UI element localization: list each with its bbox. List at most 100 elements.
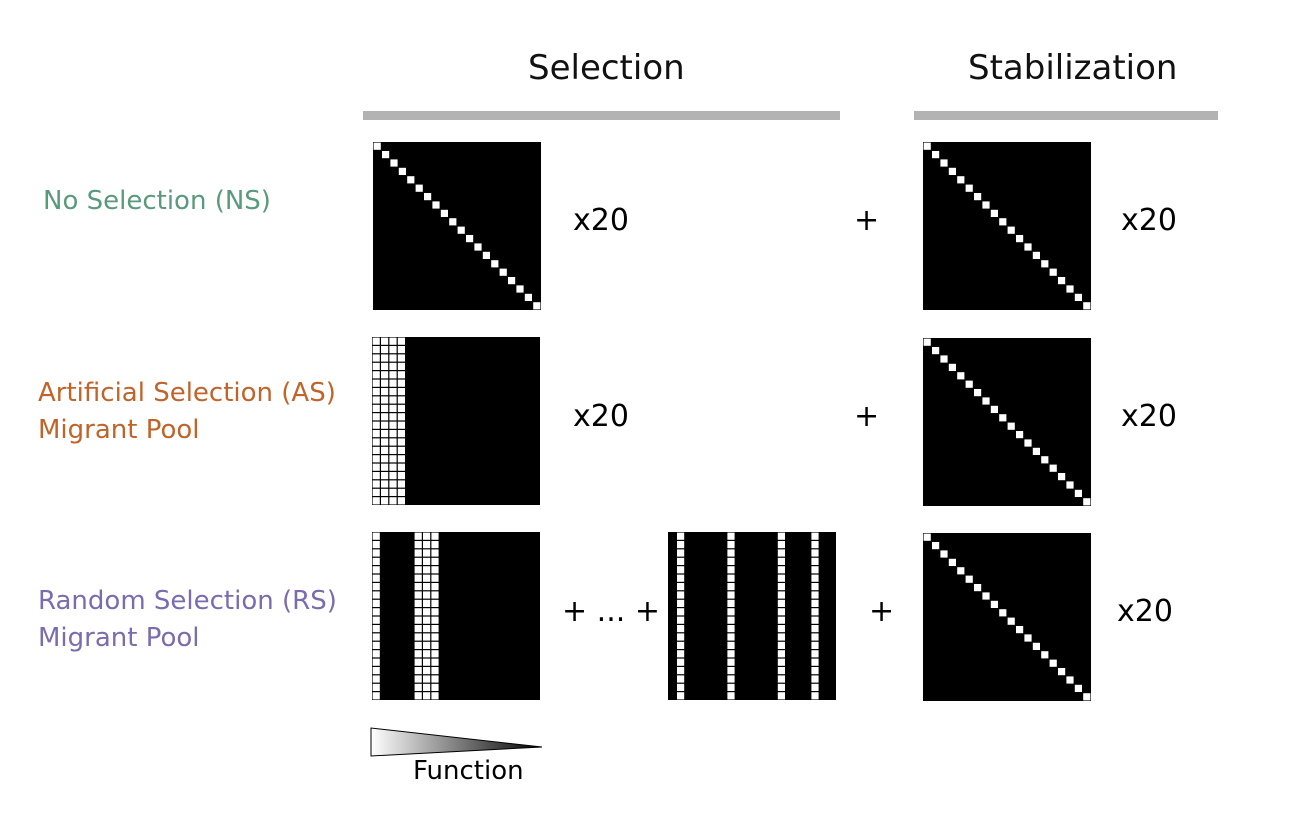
matrix-cell-on xyxy=(727,599,735,607)
matrix-cell-on xyxy=(677,583,685,591)
matrix-cell-on xyxy=(372,692,380,700)
matrix-cell-on xyxy=(440,209,448,217)
matrix-cell-on xyxy=(372,362,380,370)
matrix-cell-on xyxy=(727,583,735,591)
matrix-cell-on xyxy=(1066,285,1074,293)
row-label-line: Migrant Pool xyxy=(38,623,200,653)
matrix-cell-on xyxy=(516,285,524,293)
matrix-cell-on xyxy=(811,599,819,607)
matrix-cell-on xyxy=(999,609,1007,617)
matrix-cell-on xyxy=(1066,676,1074,684)
ns-plus: + xyxy=(854,203,880,238)
matrix-cell-on xyxy=(372,455,380,463)
matrix-cell-on xyxy=(811,541,819,549)
matrix-cell-on xyxy=(372,566,380,574)
matrix-cell-on xyxy=(940,550,948,558)
matrix-cell-on xyxy=(431,641,439,649)
as-selection-matrix xyxy=(372,337,540,505)
matrix-cell-on xyxy=(389,463,397,471)
matrix-cell-on xyxy=(974,389,982,397)
matrix-cell-on xyxy=(372,608,380,616)
matrix-cell-on xyxy=(677,616,685,624)
matrix-cell-on xyxy=(508,277,516,285)
matrix-cell-on xyxy=(397,446,405,454)
matrix-cell-on xyxy=(381,497,389,505)
matrix-cell-on xyxy=(372,404,380,412)
matrix-cell-on xyxy=(727,591,735,599)
matrix-cell-on xyxy=(423,667,431,675)
matrix-cell-on xyxy=(397,379,405,387)
matrix-cell-on xyxy=(372,675,380,683)
matrix-cell-on xyxy=(431,683,439,691)
matrix-cell-on xyxy=(372,463,380,471)
matrix-cell-on xyxy=(389,430,397,438)
matrix-cell-on xyxy=(982,592,990,600)
matrix-cell-on xyxy=(965,380,973,388)
matrix-cell-on xyxy=(431,616,439,624)
matrix-cell-on xyxy=(414,608,422,616)
matrix-cell-on xyxy=(423,625,431,633)
matrix-cell-on xyxy=(397,463,405,471)
matrix-cell-on xyxy=(372,488,380,496)
matrix-cell-on xyxy=(1007,617,1015,625)
matrix-cell-on xyxy=(677,557,685,565)
matrix-cell-on xyxy=(1058,277,1066,285)
matrix-cell-on xyxy=(397,438,405,446)
matrix-cell-on xyxy=(414,683,422,691)
matrix-cell-on xyxy=(397,354,405,362)
matrix-cell-on xyxy=(431,566,439,574)
matrix-cell-on xyxy=(1083,498,1091,506)
matrix-cell-on xyxy=(382,151,390,159)
rs-selection-matrix-first xyxy=(372,532,540,700)
matrix-cell-on xyxy=(811,675,819,683)
matrix-cell-on xyxy=(677,532,685,540)
matrix-cell-on xyxy=(373,142,381,150)
matrix-cell-on xyxy=(415,184,423,192)
matrix-cell-on xyxy=(431,583,439,591)
matrix-cell-on xyxy=(389,388,397,396)
matrix-cell-on xyxy=(923,142,931,150)
matrix-cell-on xyxy=(1066,481,1074,489)
matrix-cell-on xyxy=(414,541,422,549)
rs-selection-matrix-last xyxy=(668,532,836,700)
matrix-cell-on xyxy=(677,625,685,633)
matrix-cell-on xyxy=(948,167,956,175)
matrix-cell-on xyxy=(811,650,819,658)
matrix-cell-on xyxy=(1032,251,1040,259)
row-label-line: Artificial Selection (AS) xyxy=(38,378,336,408)
matrix-cell-on xyxy=(389,472,397,480)
matrix-cell-on xyxy=(677,608,685,616)
matrix-cell-on xyxy=(423,692,431,700)
matrix-cell-on xyxy=(397,421,405,429)
matrix-cell-on xyxy=(389,497,397,505)
matrix-cell-on xyxy=(381,404,389,412)
matrix-cell-on xyxy=(932,347,940,355)
matrix-cell-on xyxy=(999,218,1007,226)
matrix-cell-on xyxy=(431,692,439,700)
matrix-cell-on xyxy=(1049,268,1057,276)
matrix-cell-on xyxy=(407,176,415,184)
matrix-cell-on xyxy=(727,667,735,675)
matrix-cell-on xyxy=(431,667,439,675)
matrix-cell-on xyxy=(381,463,389,471)
matrix-cell-on xyxy=(381,455,389,463)
matrix-cell-on xyxy=(414,583,422,591)
matrix-cell-on xyxy=(414,692,422,700)
row-label-line: Random Selection (RS) xyxy=(38,586,337,616)
matrix-cell-on xyxy=(965,184,973,192)
matrix-cell-on xyxy=(727,633,735,641)
matrix-cell-on xyxy=(777,641,785,649)
matrix-cell-on xyxy=(1049,659,1057,667)
matrix-cell-on xyxy=(811,641,819,649)
matrix-cell-on xyxy=(372,337,380,345)
stabilization-header-bar xyxy=(914,111,1218,120)
matrix-cell-on xyxy=(389,337,397,345)
matrix-cell-on xyxy=(727,541,735,549)
matrix-cell-on xyxy=(397,497,405,505)
matrix-cell-on xyxy=(811,549,819,557)
matrix-cell-on xyxy=(1032,447,1040,455)
rs-selection-sequence: + ... + xyxy=(562,594,660,629)
matrix-cell-on xyxy=(431,658,439,666)
matrix-cell-on xyxy=(414,625,422,633)
ns-stabilization-matrix xyxy=(923,142,1091,310)
